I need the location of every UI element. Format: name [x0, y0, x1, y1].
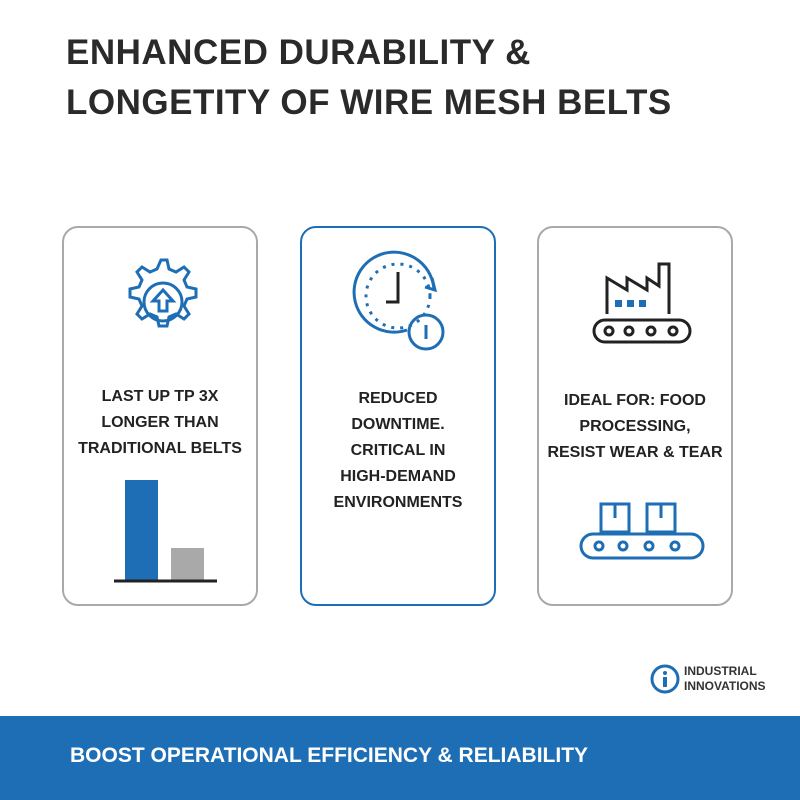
text-line: DOWNTIME. [351, 416, 445, 433]
card: IDEAL FOR: FOOD PROCESSING, RESIST WEAR … [537, 226, 733, 606]
card: LAST UP TP 3X LONGER THAN TRADITIONAL BE… [62, 226, 258, 606]
title-line: LONGETITY OF WIRE MESH BELTS [66, 83, 672, 122]
text-line: RESIST WEAR & TEAR [547, 444, 723, 461]
factory-windows [615, 300, 646, 307]
text-line: TRADITIONAL BELTS [78, 440, 242, 457]
bar-shape [125, 480, 158, 580]
gear-icon [128, 258, 198, 328]
text-line: CRITICAL IN [350, 442, 446, 459]
card: REDUCED DOWNTIME. CRITICAL IN HIGH-DEMAN… [300, 226, 496, 606]
footer-text: BOOST OPERATIONAL EFFICIENCY & RELIABILI… [70, 744, 589, 767]
card-icons [114, 258, 217, 583]
text-line: REDUCED [358, 390, 438, 407]
logo-icon [650, 664, 680, 694]
logo-line: INDUSTRIAL [684, 664, 757, 678]
text-line: LONGER THAN [101, 414, 219, 431]
title-line: ENHANCED DURABILITY & [66, 33, 531, 72]
text-line: HIGH-DEMAND [340, 468, 456, 485]
logo-line: INNOVATIONS [684, 679, 766, 693]
factory-icon [592, 262, 692, 344]
card-text: REDUCED DOWNTIME. CRITICAL IN HIGH-DEMAN… [302, 386, 494, 516]
conveyor-icon [579, 502, 705, 560]
clock-icon [352, 250, 445, 351]
mini-bars [114, 480, 217, 583]
text-line: IDEAL FOR: FOOD [564, 392, 706, 409]
footer: BOOST OPERATIONAL EFFICIENCY & RELIABILI… [0, 716, 800, 800]
text-line: LAST UP TP 3X [101, 388, 219, 405]
text-line: PROCESSING, [579, 418, 691, 435]
logo-text: INDUSTRIAL INNOVATIONS [684, 664, 766, 694]
title: ENHANCED DURABILITY & LONGETITY OF WIRE … [66, 28, 672, 128]
card-text: IDEAL FOR: FOOD PROCESSING, RESIST WEAR … [539, 388, 731, 466]
card-text: LAST UP TP 3X LONGER THAN TRADITIONAL BE… [64, 384, 256, 462]
card-icons [579, 262, 705, 560]
bar-shape [171, 548, 204, 580]
text-line: ENVIRONMENTS [333, 494, 463, 511]
card-icons [352, 250, 445, 351]
